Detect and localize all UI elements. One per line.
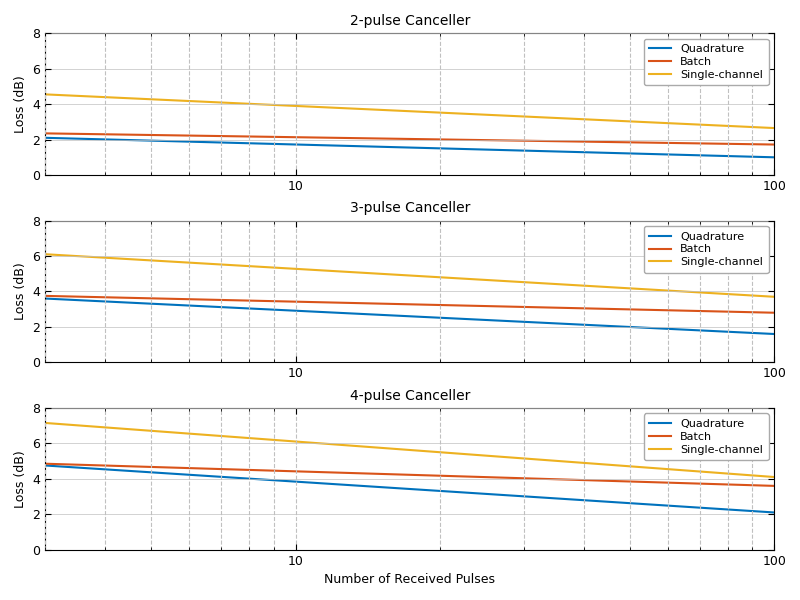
Batch (638, 478, 647, 485)
Quadrature (41, 295, 50, 302)
Batch (752, 309, 762, 316)
Line: Quadrature: Quadrature (46, 138, 774, 157)
Quadrature (391, 312, 401, 319)
Single-channel (386, 107, 396, 114)
Batch (41, 292, 50, 299)
Quadrature (752, 508, 762, 515)
Batch (386, 470, 396, 478)
Line: Quadrature: Quadrature (46, 466, 774, 512)
Batch (638, 306, 647, 313)
Single-channel (391, 445, 401, 452)
Single-channel (770, 124, 779, 131)
Title: 4-pulse Canceller: 4-pulse Canceller (350, 389, 470, 403)
Batch (752, 140, 762, 148)
Batch (435, 472, 445, 479)
Quadrature (474, 146, 484, 153)
Line: Quadrature: Quadrature (46, 299, 774, 334)
Single-channel (435, 449, 445, 456)
Quadrature (752, 153, 762, 160)
Line: Batch: Batch (46, 464, 774, 486)
Quadrature (386, 312, 396, 319)
Line: Single-channel: Single-channel (46, 423, 774, 477)
Quadrature (435, 487, 445, 494)
Single-channel (474, 452, 484, 459)
Quadrature (770, 331, 779, 338)
Line: Single-channel: Single-channel (46, 254, 774, 297)
Batch (435, 301, 445, 308)
Single-channel (752, 124, 762, 131)
Batch (435, 136, 445, 143)
Single-channel (638, 118, 647, 125)
Batch (41, 460, 50, 467)
Single-channel (391, 271, 401, 278)
Batch (770, 141, 779, 148)
Single-channel (770, 473, 779, 481)
Quadrature (386, 143, 396, 151)
X-axis label: Number of Received Pulses: Number of Received Pulses (324, 573, 495, 586)
Quadrature (386, 484, 396, 491)
Quadrature (41, 134, 50, 142)
Single-channel (638, 286, 647, 293)
Quadrature (474, 316, 484, 323)
Quadrature (638, 500, 647, 508)
Single-channel (770, 293, 779, 301)
Batch (391, 301, 401, 308)
Batch (386, 300, 396, 307)
Batch (474, 302, 484, 310)
Legend: Quadrature, Batch, Single-channel: Quadrature, Batch, Single-channel (643, 39, 769, 85)
Quadrature (391, 143, 401, 151)
Quadrature (770, 154, 779, 161)
Legend: Quadrature, Batch, Single-channel: Quadrature, Batch, Single-channel (643, 226, 769, 273)
Y-axis label: Loss (dB): Loss (dB) (14, 450, 27, 508)
Single-channel (391, 107, 401, 114)
Quadrature (474, 490, 484, 497)
Batch (474, 473, 484, 481)
Single-channel (386, 271, 396, 278)
Title: 2-pulse Canceller: 2-pulse Canceller (350, 14, 470, 28)
Batch (41, 130, 50, 137)
Batch (474, 136, 484, 143)
Line: Single-channel: Single-channel (46, 94, 774, 128)
Y-axis label: Loss (dB): Loss (dB) (14, 263, 27, 320)
Line: Batch: Batch (46, 296, 774, 313)
Single-channel (41, 251, 50, 258)
Batch (770, 309, 779, 316)
Title: 3-pulse Canceller: 3-pulse Canceller (350, 201, 470, 215)
Quadrature (638, 150, 647, 157)
Quadrature (391, 484, 401, 491)
Quadrature (770, 509, 779, 516)
Single-channel (752, 472, 762, 479)
Batch (391, 471, 401, 478)
Quadrature (638, 324, 647, 331)
Single-channel (435, 109, 445, 116)
Quadrature (435, 314, 445, 322)
Batch (752, 482, 762, 489)
Single-channel (474, 111, 484, 118)
Batch (391, 135, 401, 142)
Single-channel (474, 276, 484, 283)
Single-channel (752, 292, 762, 299)
Single-channel (435, 274, 445, 281)
Quadrature (752, 329, 762, 337)
Line: Batch: Batch (46, 133, 774, 145)
Y-axis label: Loss (dB): Loss (dB) (14, 75, 27, 133)
Single-channel (386, 445, 396, 452)
Batch (770, 482, 779, 490)
Single-channel (638, 464, 647, 471)
Batch (638, 139, 647, 146)
Batch (386, 135, 396, 142)
Quadrature (435, 145, 445, 152)
Quadrature (41, 462, 50, 469)
Single-channel (41, 91, 50, 98)
Legend: Quadrature, Batch, Single-channel: Quadrature, Batch, Single-channel (643, 413, 769, 460)
Single-channel (41, 419, 50, 427)
